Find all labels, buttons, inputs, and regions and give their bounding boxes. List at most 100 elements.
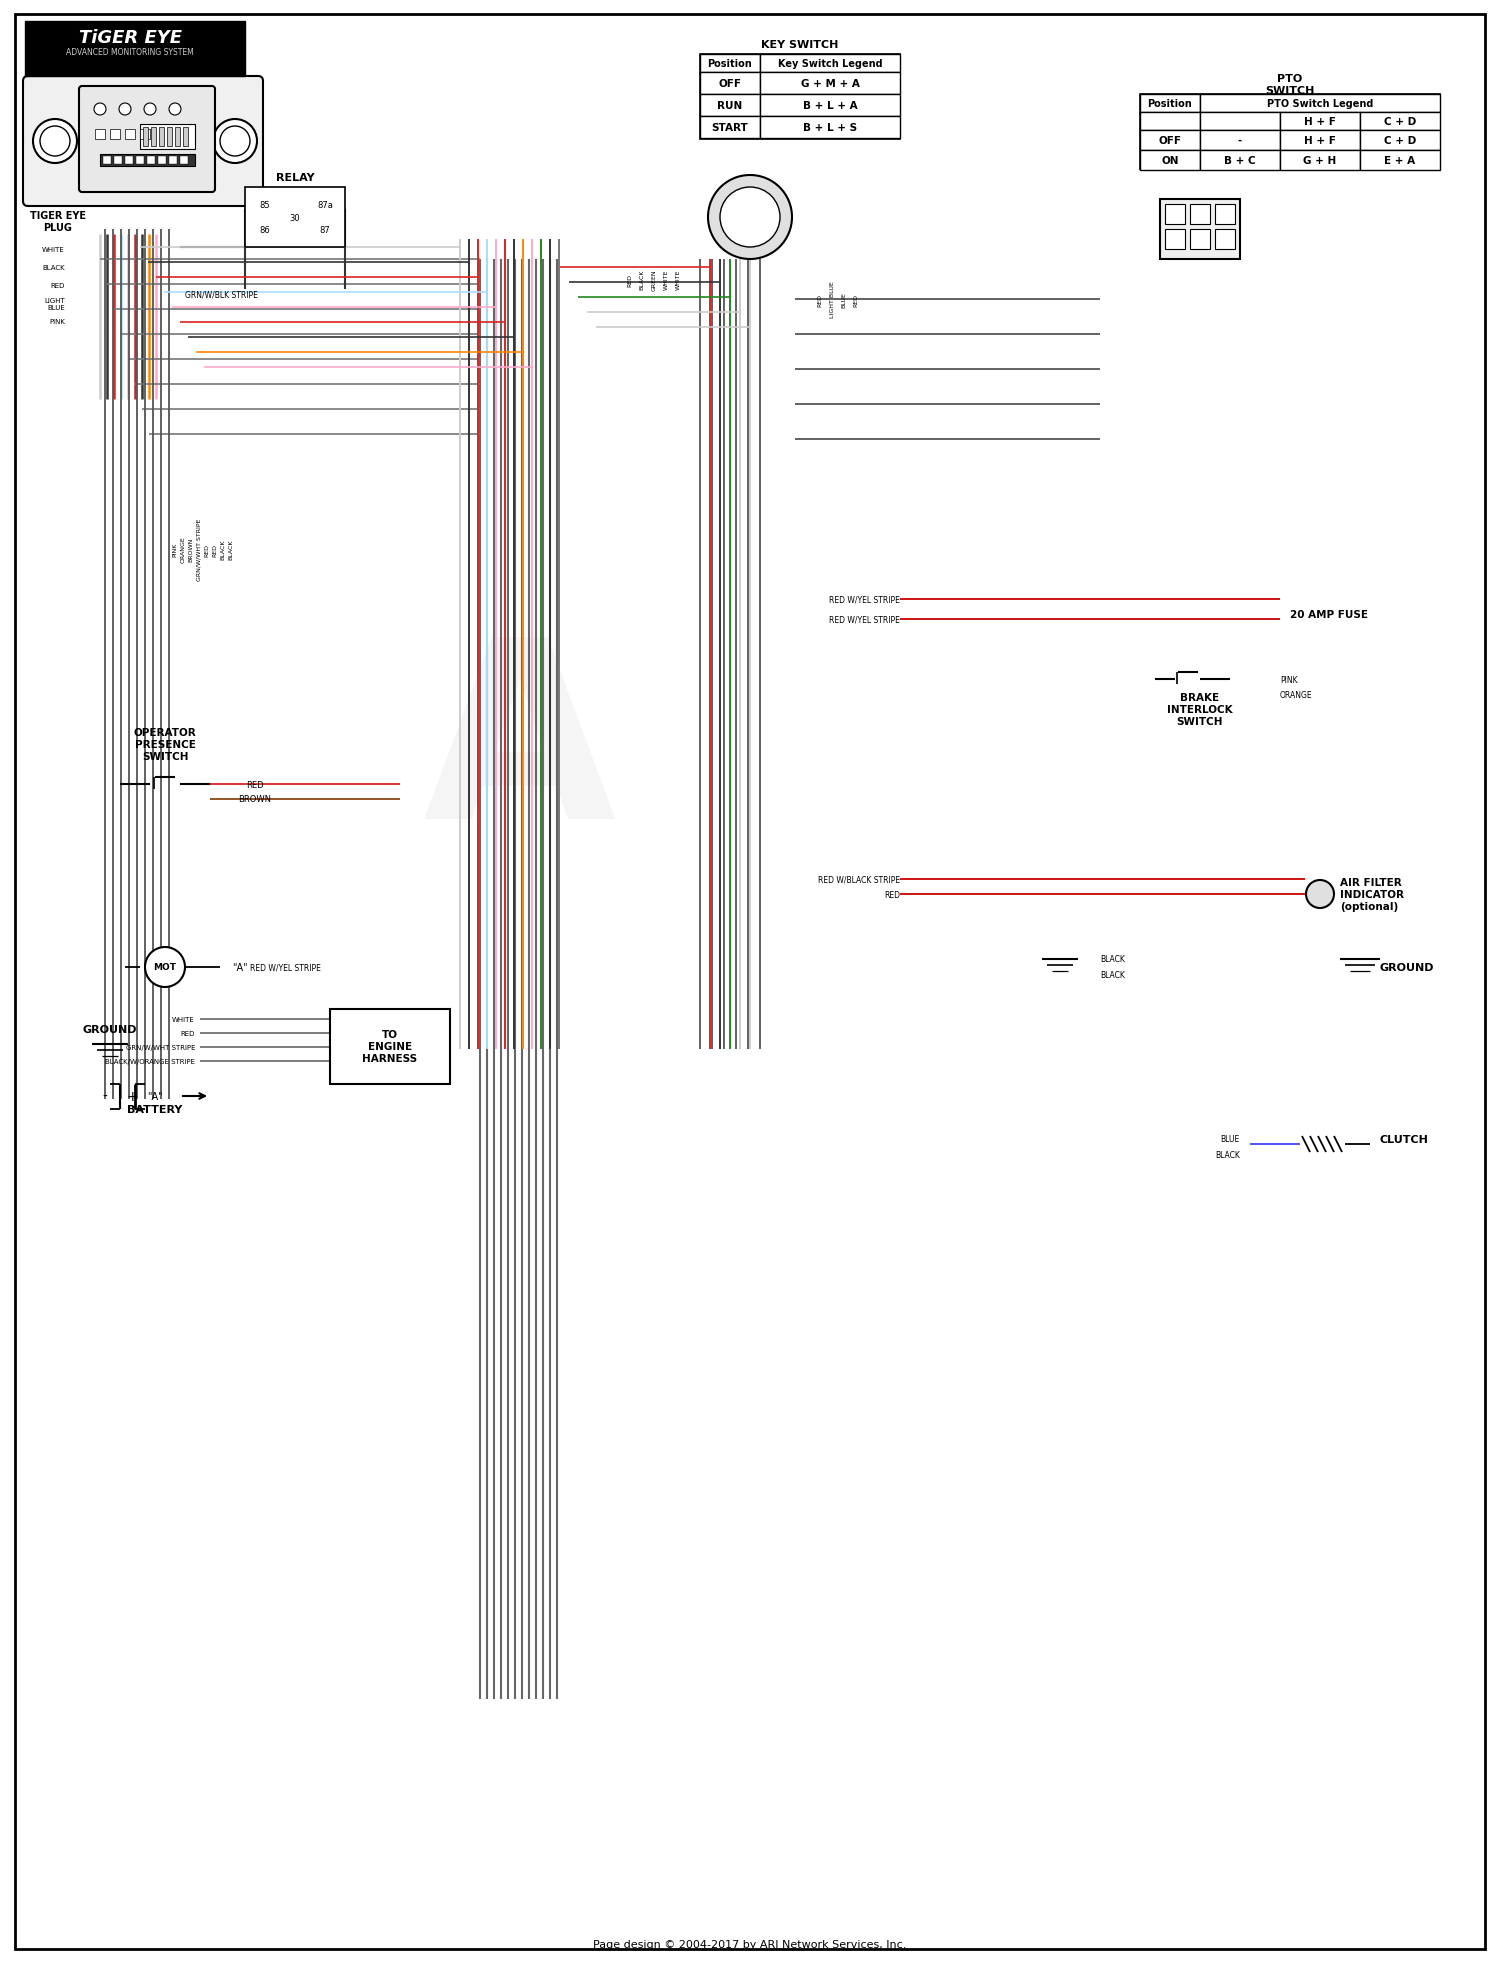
Text: RED: RED xyxy=(884,890,900,900)
Bar xyxy=(124,157,134,165)
Text: H + F: H + F xyxy=(1304,136,1336,145)
Bar xyxy=(1215,204,1234,226)
Text: OFF: OFF xyxy=(1158,136,1182,145)
Text: PINK: PINK xyxy=(172,542,177,558)
Circle shape xyxy=(40,128,70,157)
Bar xyxy=(1140,132,1200,151)
Bar xyxy=(1280,132,1360,151)
Text: TO
ENGINE
HARNESS: TO ENGINE HARNESS xyxy=(363,1029,417,1063)
Text: E + A: E + A xyxy=(1384,155,1416,165)
Bar xyxy=(159,128,164,147)
Text: BLUE: BLUE xyxy=(1221,1135,1240,1143)
Bar xyxy=(1140,151,1200,171)
Text: BLACK: BLACK xyxy=(1100,970,1125,978)
Circle shape xyxy=(94,104,106,116)
Bar xyxy=(1166,230,1185,249)
Bar xyxy=(1200,151,1280,171)
Bar xyxy=(140,126,195,149)
Text: WHITE: WHITE xyxy=(675,269,681,291)
Bar xyxy=(136,157,144,165)
Text: GRN/W/WHT STRIPE: GRN/W/WHT STRIPE xyxy=(196,518,201,581)
Text: BROWN: BROWN xyxy=(238,795,272,803)
Bar xyxy=(700,73,760,94)
Text: "A": "A" xyxy=(232,962,248,972)
Circle shape xyxy=(1306,880,1334,909)
Text: OPERATOR
PRESENCE
SWITCH: OPERATOR PRESENCE SWITCH xyxy=(134,729,196,762)
Text: RED: RED xyxy=(853,293,858,306)
Circle shape xyxy=(708,177,792,259)
Bar xyxy=(244,189,345,247)
Text: GREEN: GREEN xyxy=(651,269,657,291)
Text: OFF: OFF xyxy=(718,79,741,88)
Circle shape xyxy=(33,120,76,163)
Text: G + M + A: G + M + A xyxy=(801,79,859,88)
Text: WHITE: WHITE xyxy=(42,247,64,253)
Text: CLUTCH: CLUTCH xyxy=(1380,1135,1429,1145)
Text: Page design © 2004-2017 by ARI Network Services, Inc.: Page design © 2004-2017 by ARI Network S… xyxy=(594,1938,906,1948)
Text: BLACK: BLACK xyxy=(42,265,64,271)
Bar xyxy=(1360,132,1440,151)
Text: "A": "A" xyxy=(147,1092,164,1102)
Bar xyxy=(1140,94,1440,171)
Circle shape xyxy=(146,947,184,988)
Bar xyxy=(760,118,900,139)
Text: B + L + A: B + L + A xyxy=(802,100,858,110)
Text: -: - xyxy=(1238,136,1242,145)
Text: GROUND: GROUND xyxy=(82,1025,138,1035)
Text: BROWN: BROWN xyxy=(189,538,194,562)
Bar xyxy=(180,157,188,165)
Bar xyxy=(1160,200,1240,259)
Bar xyxy=(1140,114,1200,132)
Bar xyxy=(176,128,180,147)
Text: 85: 85 xyxy=(260,200,270,210)
Text: RED: RED xyxy=(627,273,633,287)
Text: ADVANCED MONITORING SYSTEM: ADVANCED MONITORING SYSTEM xyxy=(66,47,194,57)
Text: PINK: PINK xyxy=(50,318,64,324)
Text: RED W/YEL STRIPE: RED W/YEL STRIPE xyxy=(830,615,900,625)
Text: RED: RED xyxy=(51,283,64,289)
Text: AIR FILTER
INDICATOR
(optional): AIR FILTER INDICATOR (optional) xyxy=(1340,878,1404,911)
Circle shape xyxy=(720,189,780,247)
Bar xyxy=(1215,230,1234,249)
Text: RED: RED xyxy=(180,1031,195,1037)
Bar xyxy=(1190,230,1210,249)
Text: ORANGE: ORANGE xyxy=(1280,689,1312,699)
Text: START: START xyxy=(711,124,748,134)
Text: BLACK: BLACK xyxy=(220,540,225,560)
Text: PTO
SWITCH: PTO SWITCH xyxy=(1266,75,1314,96)
Text: LIGHT
BLUE: LIGHT BLUE xyxy=(45,297,64,310)
FancyBboxPatch shape xyxy=(80,86,214,192)
Bar xyxy=(158,157,166,165)
Bar xyxy=(760,94,900,118)
Text: BLACK: BLACK xyxy=(1215,1149,1240,1159)
Bar xyxy=(700,94,760,118)
Text: B + L + S: B + L + S xyxy=(802,124,856,134)
FancyBboxPatch shape xyxy=(22,77,262,206)
Text: BRAKE
INTERLOCK
SWITCH: BRAKE INTERLOCK SWITCH xyxy=(1167,693,1233,727)
Text: BLACK: BLACK xyxy=(639,269,645,291)
Circle shape xyxy=(118,104,130,116)
Circle shape xyxy=(213,120,256,163)
Text: ON: ON xyxy=(1161,155,1179,165)
Text: RED W/BLACK STRIPE: RED W/BLACK STRIPE xyxy=(818,876,900,884)
Text: RED: RED xyxy=(818,293,822,306)
Text: BATTERY: BATTERY xyxy=(128,1104,183,1114)
Text: B + C: B + C xyxy=(1224,155,1256,165)
Text: RELAY: RELAY xyxy=(276,173,315,183)
Text: 87: 87 xyxy=(320,226,330,234)
Text: LIGHT BLUE: LIGHT BLUE xyxy=(830,281,834,318)
Bar xyxy=(152,128,156,147)
Text: 30: 30 xyxy=(290,214,300,222)
Text: GRN/W/WHT STRIPE: GRN/W/WHT STRIPE xyxy=(126,1045,195,1051)
Text: 20 AMP FUSE: 20 AMP FUSE xyxy=(1290,609,1368,621)
Bar xyxy=(330,1009,450,1084)
Text: ORANGE: ORANGE xyxy=(180,536,186,564)
Bar xyxy=(760,55,900,73)
Text: WHITE: WHITE xyxy=(172,1017,195,1023)
Bar xyxy=(1280,151,1360,171)
Text: GROUND: GROUND xyxy=(1380,962,1434,972)
Bar xyxy=(1140,94,1200,114)
Circle shape xyxy=(170,104,182,116)
Text: C + D: C + D xyxy=(1384,136,1416,145)
Bar xyxy=(114,157,122,165)
